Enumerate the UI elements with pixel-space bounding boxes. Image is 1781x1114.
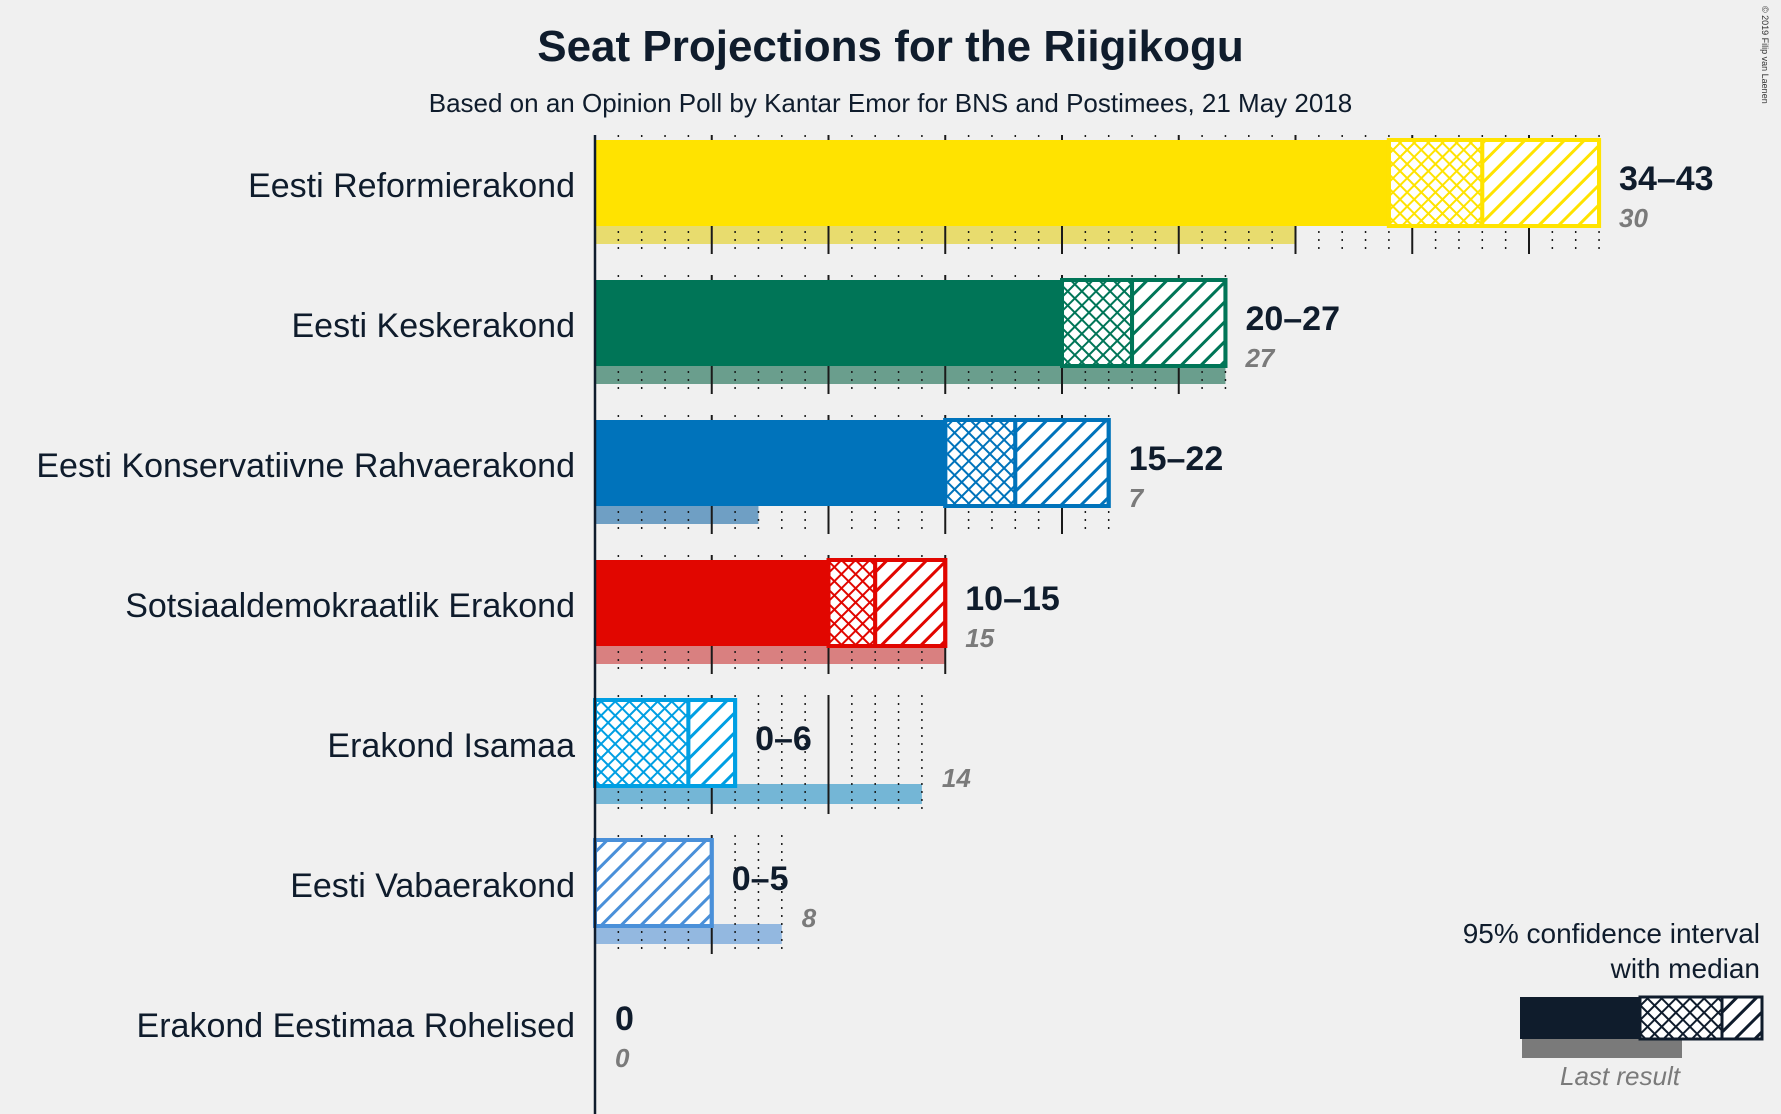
legend-line2: with median	[1610, 953, 1760, 984]
hatch-segment	[873, 558, 948, 648]
last-result-label: 7	[1129, 483, 1145, 513]
range-label: 0	[615, 1000, 634, 1038]
interval-outline	[826, 558, 948, 648]
last-result-label: 8	[802, 903, 817, 933]
chart-subtitle: Based on an Opinion Poll by Kantar Emor …	[428, 88, 1353, 118]
range-label: 0–6	[755, 720, 812, 758]
hatch-segment	[1480, 138, 1602, 228]
range-label: 0–5	[732, 860, 789, 898]
last-result-label: 30	[1619, 203, 1648, 233]
party-row-eesti-reformierakond: Eesti Reformierakond 34–43 30	[248, 135, 1714, 254]
party-name-label: Eesti Vabaerakond	[290, 867, 575, 905]
solid-segment	[595, 420, 946, 506]
hatch-segment	[593, 838, 714, 928]
last-result-label: 14	[942, 763, 971, 793]
party-row-eesti-vabaerakond: Eesti Vabaerakond 0–5 8	[290, 835, 817, 954]
last-result-label: 15	[965, 623, 994, 653]
legend-last-result-swatch	[1522, 1038, 1682, 1058]
party-name-label: Eesti Reformierakond	[248, 167, 575, 205]
solid-segment	[595, 140, 1389, 226]
party-row-eesti-konservatiivne-rahvaerakond: Eesti Konservatiivne Rahvaerakond 15–22 7	[36, 415, 1223, 534]
solid-segment	[595, 280, 1062, 366]
solid-segment	[595, 560, 829, 646]
last-result-label: 27	[1244, 343, 1275, 373]
crosshatch-segment	[593, 698, 691, 788]
last-result-bar	[595, 644, 946, 664]
crosshatch-segment	[826, 558, 878, 648]
legend: 95% confidence interval with median Last r…	[1463, 918, 1764, 1091]
party-row-erakond-eestimaa-rohelised: Erakond Eestimaa Rohelised 0 0	[137, 1000, 634, 1073]
legend-crosshatch-swatch	[1638, 995, 1724, 1041]
interval-outline	[943, 418, 1111, 508]
range-label: 10–15	[965, 580, 1060, 618]
range-label: 34–43	[1619, 160, 1714, 198]
range-label: 20–27	[1245, 300, 1340, 338]
party-name-label: Sotsiaaldemokraatlik Erakond	[125, 587, 575, 625]
hatch-segment	[1130, 278, 1228, 368]
party-name-label: Eesti Konservatiivne Rahvaerakond	[36, 447, 575, 485]
chart-title: Seat Projections for the Riigikogu	[537, 22, 1244, 71]
range-label: 15–22	[1129, 440, 1224, 478]
last-result-bar	[595, 364, 1226, 384]
last-result-bar	[595, 504, 759, 524]
party-row-sotsiaaldemokraatlik-erakond: Sotsiaaldemokraatlik Erakond 10–15 15	[125, 555, 1060, 674]
last-result-bar	[595, 784, 922, 804]
crosshatch-segment	[1386, 138, 1485, 228]
legend-solid-swatch	[1520, 997, 1640, 1039]
interval-outline	[1386, 138, 1602, 228]
party-name-label: Eesti Keskerakond	[292, 307, 576, 345]
party-row-eesti-keskerakond: Eesti Keskerakond 20–27 27	[292, 275, 1340, 394]
last-result-label: 0	[615, 1043, 630, 1073]
legend-last-result-label: Last result	[1560, 1061, 1682, 1091]
hatch-segment	[686, 698, 738, 788]
party-row-erakond-isamaa: Erakond Isamaa 0–6 14	[327, 695, 971, 814]
legend-line1: 95% confidence interval	[1463, 918, 1760, 949]
party-name-label: Erakond Eestimaa Rohelised	[137, 1007, 575, 1045]
legend-hatch-swatch	[1720, 995, 1764, 1041]
crosshatch-segment	[943, 418, 1018, 508]
party-name-label: Erakond Isamaa	[327, 727, 575, 765]
interval-outline	[1060, 278, 1228, 368]
hatch-segment	[1013, 418, 1111, 508]
crosshatch-segment	[1060, 278, 1135, 368]
